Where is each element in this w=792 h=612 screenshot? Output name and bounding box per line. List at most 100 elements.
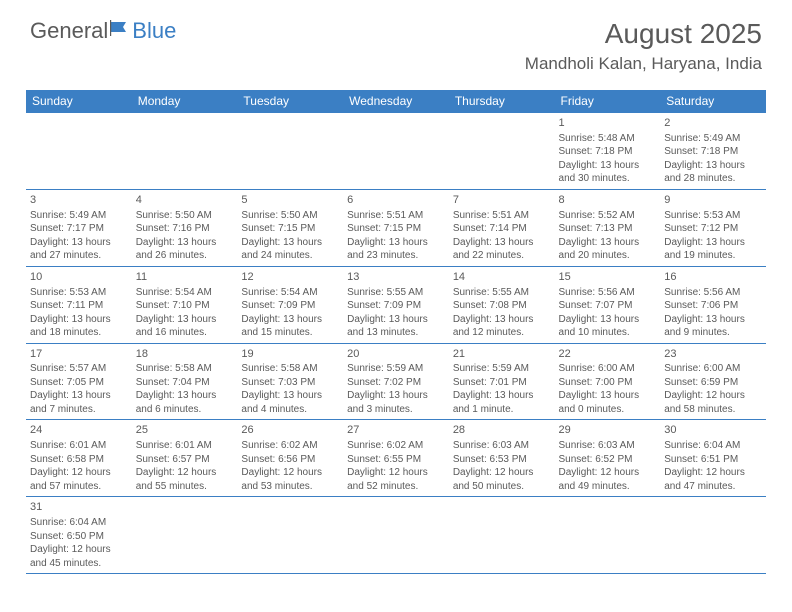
day-number: 27	[347, 423, 445, 438]
day-header: Wednesday	[343, 90, 449, 113]
sunset-text: Sunset: 7:09 PM	[347, 299, 445, 313]
logo: General Blue	[30, 18, 176, 44]
day-number: 19	[241, 347, 339, 362]
calendar-cell-empty	[343, 497, 449, 574]
day-number: 14	[453, 270, 551, 285]
daylight-text: Daylight: 13 hours and 23 minutes.	[347, 236, 445, 263]
day-number: 4	[136, 193, 234, 208]
day-number: 23	[664, 347, 762, 362]
sunrise-text: Sunrise: 5:53 AM	[664, 209, 762, 223]
sunrise-text: Sunrise: 5:56 AM	[559, 286, 657, 300]
calendar-cell-empty	[555, 497, 661, 574]
day-number: 24	[30, 423, 128, 438]
sunrise-text: Sunrise: 6:01 AM	[136, 439, 234, 453]
daylight-text: Daylight: 13 hours and 7 minutes.	[30, 389, 128, 416]
daylight-text: Daylight: 12 hours and 50 minutes.	[453, 466, 551, 493]
daylight-text: Daylight: 13 hours and 1 minute.	[453, 389, 551, 416]
sunrise-text: Sunrise: 6:01 AM	[30, 439, 128, 453]
sunset-text: Sunset: 7:09 PM	[241, 299, 339, 313]
sunrise-text: Sunrise: 6:02 AM	[241, 439, 339, 453]
sunset-text: Sunset: 7:05 PM	[30, 376, 128, 390]
sunset-text: Sunset: 7:11 PM	[30, 299, 128, 313]
daylight-text: Daylight: 13 hours and 19 minutes.	[664, 236, 762, 263]
calendar-cell-empty	[449, 113, 555, 190]
calendar-cell-empty	[132, 113, 238, 190]
sunrise-text: Sunrise: 5:55 AM	[453, 286, 551, 300]
daylight-text: Daylight: 13 hours and 26 minutes.	[136, 236, 234, 263]
title-block: August 2025 Mandholi Kalan, Haryana, Ind…	[525, 18, 762, 74]
calendar-cell: 16Sunrise: 5:56 AMSunset: 7:06 PMDayligh…	[660, 266, 766, 343]
calendar-cell: 25Sunrise: 6:01 AMSunset: 6:57 PMDayligh…	[132, 420, 238, 497]
daylight-text: Daylight: 13 hours and 10 minutes.	[559, 313, 657, 340]
sunset-text: Sunset: 6:55 PM	[347, 453, 445, 467]
sunset-text: Sunset: 7:15 PM	[241, 222, 339, 236]
sunrise-text: Sunrise: 5:54 AM	[241, 286, 339, 300]
daylight-text: Daylight: 13 hours and 28 minutes.	[664, 159, 762, 186]
calendar-cell: 3Sunrise: 5:49 AMSunset: 7:17 PMDaylight…	[26, 189, 132, 266]
daylight-text: Daylight: 12 hours and 45 minutes.	[30, 543, 128, 570]
day-number: 9	[664, 193, 762, 208]
daylight-text: Daylight: 13 hours and 18 minutes.	[30, 313, 128, 340]
sunrise-text: Sunrise: 5:59 AM	[453, 362, 551, 376]
daylight-text: Daylight: 13 hours and 3 minutes.	[347, 389, 445, 416]
sunset-text: Sunset: 7:07 PM	[559, 299, 657, 313]
sunrise-text: Sunrise: 6:04 AM	[30, 516, 128, 530]
sunrise-text: Sunrise: 5:57 AM	[30, 362, 128, 376]
day-number: 13	[347, 270, 445, 285]
sunset-text: Sunset: 7:14 PM	[453, 222, 551, 236]
daylight-text: Daylight: 13 hours and 6 minutes.	[136, 389, 234, 416]
calendar-row: 24Sunrise: 6:01 AMSunset: 6:58 PMDayligh…	[26, 420, 766, 497]
day-number: 10	[30, 270, 128, 285]
daylight-text: Daylight: 12 hours and 58 minutes.	[664, 389, 762, 416]
calendar-cell: 6Sunrise: 5:51 AMSunset: 7:15 PMDaylight…	[343, 189, 449, 266]
calendar-cell: 7Sunrise: 5:51 AMSunset: 7:14 PMDaylight…	[449, 189, 555, 266]
sunrise-text: Sunrise: 5:58 AM	[241, 362, 339, 376]
day-number: 17	[30, 347, 128, 362]
calendar-cell-empty	[237, 497, 343, 574]
day-number: 6	[347, 193, 445, 208]
calendar-cell: 26Sunrise: 6:02 AMSunset: 6:56 PMDayligh…	[237, 420, 343, 497]
calendar-cell: 28Sunrise: 6:03 AMSunset: 6:53 PMDayligh…	[449, 420, 555, 497]
sunset-text: Sunset: 6:52 PM	[559, 453, 657, 467]
header: General Blue August 2025 Mandholi Kalan,…	[0, 0, 792, 82]
sunset-text: Sunset: 7:13 PM	[559, 222, 657, 236]
calendar-cell-empty	[26, 113, 132, 190]
day-header: Sunday	[26, 90, 132, 113]
calendar-cell: 14Sunrise: 5:55 AMSunset: 7:08 PMDayligh…	[449, 266, 555, 343]
sunrise-text: Sunrise: 5:50 AM	[136, 209, 234, 223]
daylight-text: Daylight: 13 hours and 27 minutes.	[30, 236, 128, 263]
calendar-cell-empty	[449, 497, 555, 574]
daylight-text: Daylight: 13 hours and 12 minutes.	[453, 313, 551, 340]
calendar-cell: 15Sunrise: 5:56 AMSunset: 7:07 PMDayligh…	[555, 266, 661, 343]
sunset-text: Sunset: 7:04 PM	[136, 376, 234, 390]
sunset-text: Sunset: 7:18 PM	[664, 145, 762, 159]
calendar-cell: 21Sunrise: 5:59 AMSunset: 7:01 PMDayligh…	[449, 343, 555, 420]
sunrise-text: Sunrise: 6:03 AM	[559, 439, 657, 453]
logo-text-2: Blue	[132, 18, 176, 44]
flag-icon	[110, 16, 132, 42]
daylight-text: Daylight: 13 hours and 20 minutes.	[559, 236, 657, 263]
day-number: 1	[559, 116, 657, 131]
day-number: 31	[30, 500, 128, 515]
sunset-text: Sunset: 6:53 PM	[453, 453, 551, 467]
day-number: 2	[664, 116, 762, 131]
day-number: 21	[453, 347, 551, 362]
calendar-row: 3Sunrise: 5:49 AMSunset: 7:17 PMDaylight…	[26, 189, 766, 266]
calendar-cell-empty	[660, 497, 766, 574]
calendar-cell: 10Sunrise: 5:53 AMSunset: 7:11 PMDayligh…	[26, 266, 132, 343]
day-number: 11	[136, 270, 234, 285]
calendar-cell: 19Sunrise: 5:58 AMSunset: 7:03 PMDayligh…	[237, 343, 343, 420]
day-number: 12	[241, 270, 339, 285]
day-number: 8	[559, 193, 657, 208]
day-header: Monday	[132, 90, 238, 113]
calendar-cell-empty	[132, 497, 238, 574]
calendar-cell: 8Sunrise: 5:52 AMSunset: 7:13 PMDaylight…	[555, 189, 661, 266]
daylight-text: Daylight: 12 hours and 52 minutes.	[347, 466, 445, 493]
sunset-text: Sunset: 6:57 PM	[136, 453, 234, 467]
day-number: 5	[241, 193, 339, 208]
day-number: 30	[664, 423, 762, 438]
daylight-text: Daylight: 13 hours and 24 minutes.	[241, 236, 339, 263]
sunrise-text: Sunrise: 6:00 AM	[559, 362, 657, 376]
calendar-cell: 30Sunrise: 6:04 AMSunset: 6:51 PMDayligh…	[660, 420, 766, 497]
calendar-cell: 13Sunrise: 5:55 AMSunset: 7:09 PMDayligh…	[343, 266, 449, 343]
